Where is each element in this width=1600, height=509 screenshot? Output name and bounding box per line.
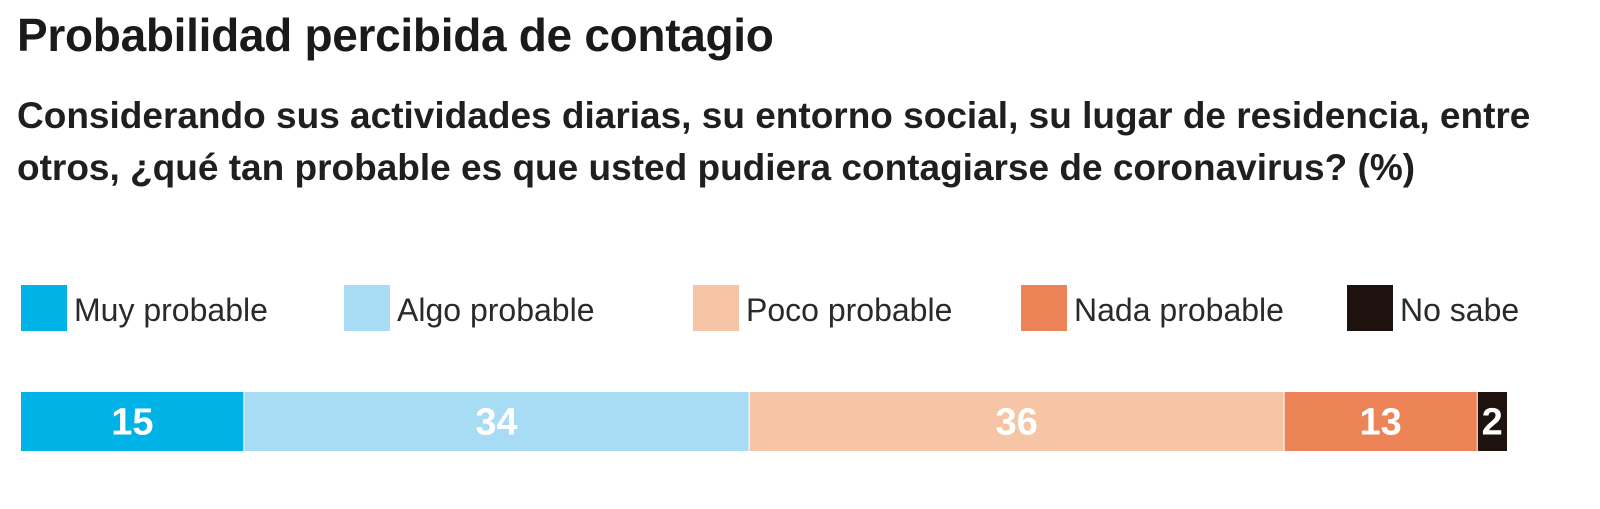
data-label-algo-probable: 34 <box>475 402 517 444</box>
legend-swatch-no-sabe <box>1347 285 1393 331</box>
bar-segment-muy-probable <box>21 392 244 451</box>
bar-segment-nada-probable <box>1284 392 1478 451</box>
chart-title: Probabilidad percibida de contagio <box>17 9 774 61</box>
legend-swatch-poco-probable <box>693 285 739 331</box>
data-label-nada-probable: 13 <box>1360 402 1402 444</box>
legend-swatch-nada-probable <box>1021 285 1067 331</box>
data-label-no-sabe: 2 <box>1482 402 1503 444</box>
chart-subtitle: Considerando sus actividades diarias, su… <box>17 95 1531 188</box>
legend-label-nada-probable: Nada probable <box>1074 292 1284 328</box>
stacked-bar: 15 34 36 13 2 <box>21 392 1507 451</box>
legend-label-poco-probable: Poco probable <box>746 292 953 328</box>
legend-label-muy-probable: Muy probable <box>74 292 268 328</box>
legend-label-algo-probable: Algo probable <box>397 292 595 328</box>
bar-segment-no-sabe <box>1477 392 1507 451</box>
stacked-bar-svg: 15 34 36 13 2 <box>21 392 1507 451</box>
data-label-muy-probable: 15 <box>111 402 153 444</box>
bar-segment-poco-probable <box>749 392 1285 451</box>
legend-swatch-algo-probable <box>344 285 390 331</box>
legend: Muy probable Algo probable Poco probable… <box>21 284 1581 332</box>
legend-label-no-sabe: No sabe <box>1400 292 1520 328</box>
legend-swatch-muy-probable <box>21 285 67 331</box>
data-label-poco-probable: 36 <box>995 402 1037 444</box>
bar-segment-algo-probable <box>243 392 750 451</box>
